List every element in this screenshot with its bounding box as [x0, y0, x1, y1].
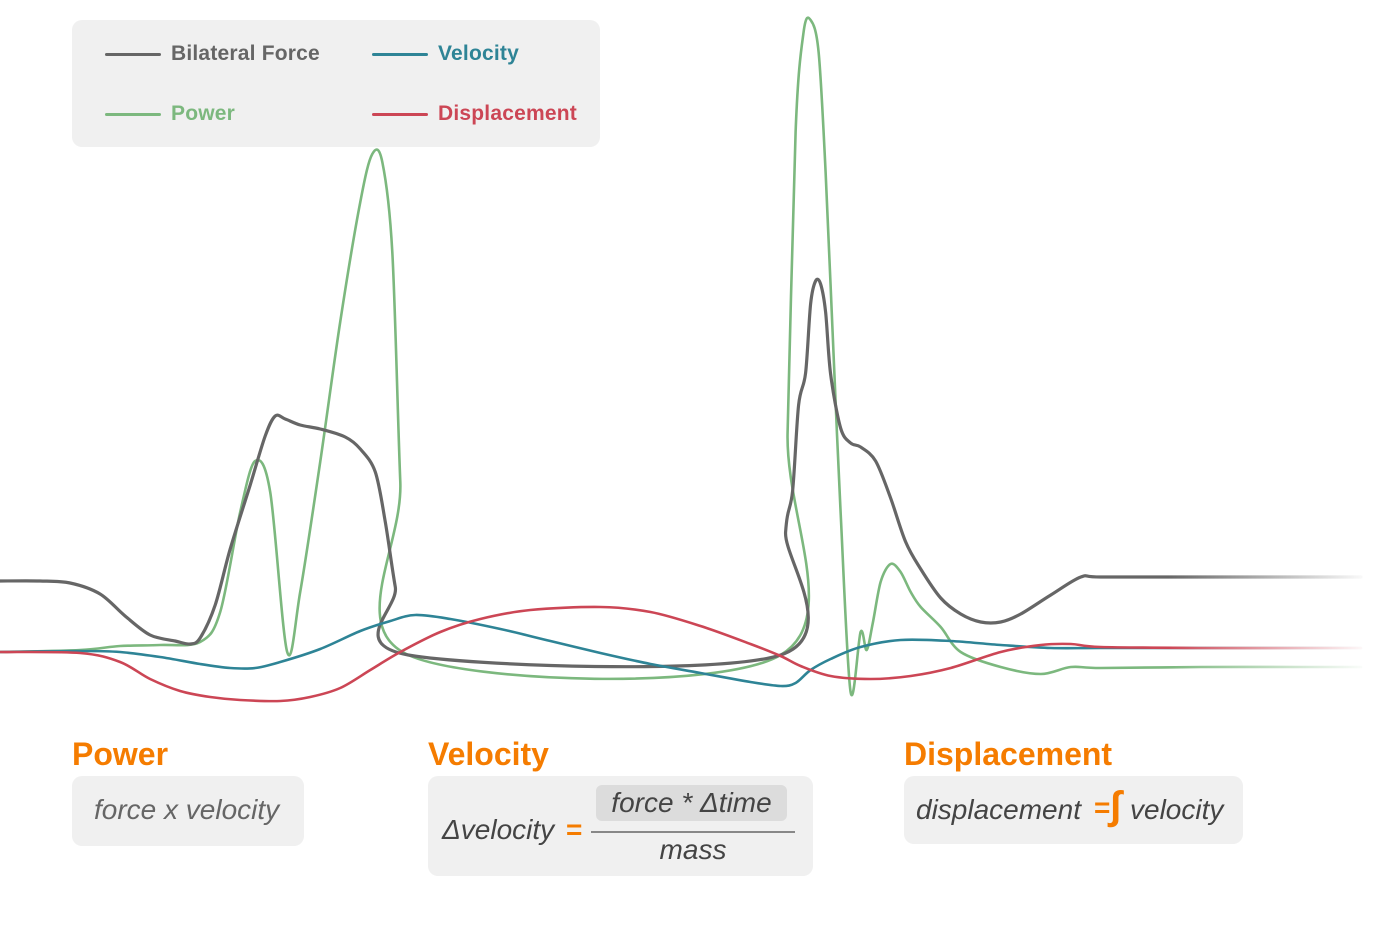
series-line-displacement: [0, 605, 1363, 703]
legend-label: Displacement: [438, 102, 577, 125]
series-line-velocity: [0, 613, 1363, 688]
chart-legend: Bilateral Force Velocity Power Displacem…: [72, 20, 600, 147]
legend-item-velocity: Velocity: [372, 42, 519, 66]
power-formula: force x velocity: [94, 794, 280, 825]
legend-item-power: Power: [105, 102, 235, 126]
velocity-numerator: force * Δtime: [596, 785, 787, 821]
velocity-equals-sign: =: [566, 814, 583, 845]
legend-item-displacement: Displacement: [372, 102, 577, 126]
legend-label: Bilateral Force: [171, 42, 320, 65]
power-title: Power: [72, 736, 169, 772]
velocity-formula-box: Δvelocity = force * Δtime mass: [428, 776, 813, 876]
legend-item-bilateral-force: Bilateral Force: [105, 42, 320, 66]
power-formula-box: force x velocity: [72, 776, 304, 846]
legend-swatch: [372, 112, 428, 116]
fraction-bar: [591, 831, 795, 833]
series-line-power: [0, 16, 1363, 697]
displacement-formula-lhs: displacement: [916, 794, 1081, 825]
velocity-formula-lhs: Δvelocity: [442, 814, 555, 845]
legend-swatch: [105, 52, 161, 56]
legend-swatch: [372, 52, 428, 56]
velocity-denominator: mass: [659, 834, 727, 865]
displacement-formula-rhs: velocity: [1130, 794, 1224, 825]
integral-icon: ∫: [1110, 784, 1121, 828]
legend-swatch: [105, 112, 161, 116]
displacement-equals-sign: =: [1094, 792, 1111, 823]
legend-label: Power: [171, 102, 236, 125]
displacement-formula-box: displacement = ∫ velocity: [904, 776, 1243, 844]
series-line-bilateral-force: [0, 277, 1363, 669]
displacement-title: Displacement: [904, 736, 1113, 772]
legend-label: Velocity: [438, 42, 519, 65]
velocity-title: Velocity: [428, 736, 549, 772]
